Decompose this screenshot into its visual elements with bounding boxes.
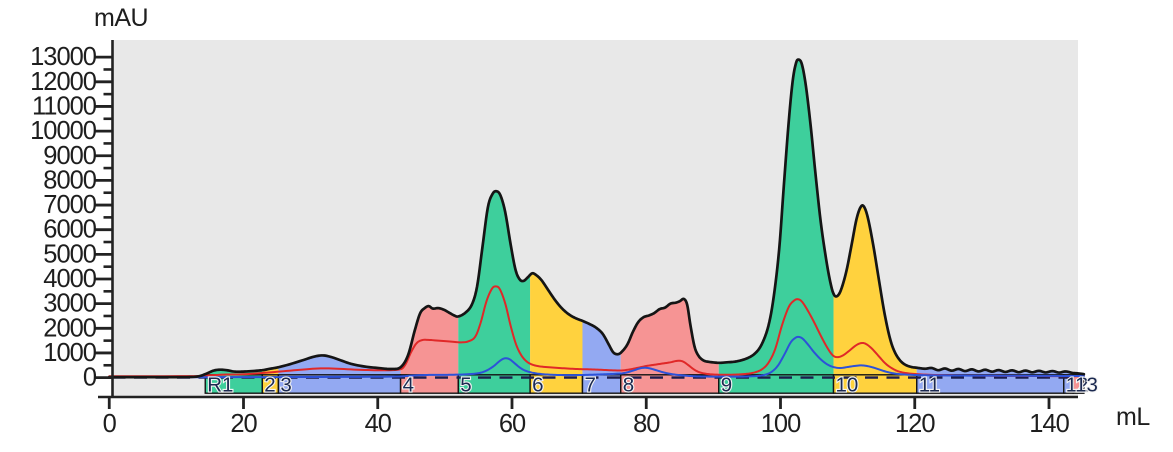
fraction-label-13: 13 <box>1075 374 1098 397</box>
y-axis-unit-label: mAU <box>94 4 149 32</box>
y-tick-label-4000: 4000 <box>43 265 97 293</box>
uv-trace-main <box>107 58 1086 379</box>
y-tick-label-2000: 2000 <box>43 314 97 342</box>
fraction-fill-4 <box>400 306 459 394</box>
fraction-label-7: 7 <box>584 374 595 397</box>
fraction-label-3: 3 <box>280 374 291 397</box>
fraction-label-2: 2 <box>264 374 275 397</box>
x-tick-label-40: 40 <box>365 410 392 438</box>
fraction-fill-9 <box>718 59 834 394</box>
fraction-band-13 <box>1072 374 1085 394</box>
y-tick-label-5000: 5000 <box>43 240 97 268</box>
fraction-label-12: 12 <box>1066 374 1089 397</box>
y-tick-label-11000: 11000 <box>32 92 97 120</box>
x-axis-ticks: 0 20 40 60 80 100 120 140 <box>103 397 1071 438</box>
fraction-fill-5 <box>458 191 531 394</box>
y-tick-label-1000: 1000 <box>43 339 97 367</box>
x-tick-label-0: 0 <box>103 410 117 438</box>
y-axis-ticks: 0100020003000400050006000700080009000100… <box>30 43 113 392</box>
y-tick-label-8000: 8000 <box>43 166 97 194</box>
fraction-label-11: 11 <box>919 374 940 397</box>
x-tick-label-60: 60 <box>499 410 526 438</box>
x-tick-label-140: 140 <box>1029 410 1069 438</box>
fraction-label-6: 6 <box>532 374 543 397</box>
fraction-label-R1: R1 <box>207 374 233 397</box>
y-tick-label-7000: 7000 <box>43 191 97 219</box>
y-tick-label-0: 0 <box>83 364 97 392</box>
x-axis-unit-label: mL <box>1116 403 1150 431</box>
fraction-label-10: 10 <box>836 374 859 397</box>
fraction-label-4: 4 <box>403 374 414 397</box>
fraction-fill-6 <box>530 273 583 394</box>
y-tick-label-13000: 13000 <box>30 43 97 71</box>
y-tick-label-12000: 12000 <box>30 68 97 96</box>
y-tick-label-9000: 9000 <box>43 142 97 170</box>
x-tick-label-120: 120 <box>895 410 935 438</box>
uv-trace-red <box>108 285 1085 378</box>
fraction-label-5: 5 <box>460 374 471 397</box>
fraction-label-8: 8 <box>623 374 634 397</box>
x-tick-label-20: 20 <box>230 410 257 438</box>
y-tick-label-6000: 6000 <box>43 216 97 244</box>
fraction-bands <box>204 374 1085 394</box>
fraction-label-9: 9 <box>721 374 732 397</box>
x-tick-label-100: 100 <box>761 410 801 438</box>
x-tick-label-80: 80 <box>633 410 660 438</box>
y-tick-label-3000: 3000 <box>43 290 97 318</box>
uv-trace-blue <box>108 335 1085 379</box>
y-tick-label-10000: 10000 <box>30 117 97 145</box>
